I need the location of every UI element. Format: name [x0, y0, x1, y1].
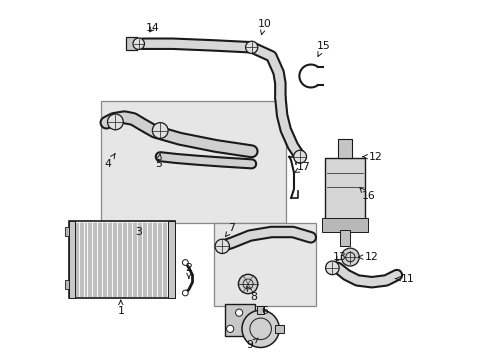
Bar [321, 218, 367, 232]
Circle shape [226, 325, 233, 332]
Circle shape [182, 290, 188, 296]
Bar [214, 223, 316, 306]
Text: 11: 11 [394, 274, 414, 284]
Bar [69, 221, 174, 298]
Text: 2: 2 [185, 263, 192, 278]
Text: 12: 12 [362, 152, 382, 162]
Circle shape [182, 260, 188, 265]
Bar [168, 221, 174, 298]
Bar [337, 139, 351, 158]
Bar [325, 158, 364, 220]
Circle shape [341, 248, 359, 266]
Circle shape [133, 38, 144, 49]
Text: 12: 12 [358, 252, 378, 262]
Circle shape [152, 123, 168, 138]
Text: 10: 10 [257, 19, 271, 35]
Circle shape [245, 41, 257, 53]
Text: 6: 6 [260, 306, 267, 316]
Text: 1: 1 [117, 300, 124, 316]
Circle shape [235, 309, 242, 316]
Circle shape [325, 261, 339, 275]
Text: 16: 16 [359, 188, 374, 201]
Circle shape [242, 310, 279, 347]
Bar [339, 230, 349, 246]
Text: 3: 3 [135, 227, 142, 237]
Text: 13: 13 [332, 252, 346, 262]
Text: 9: 9 [246, 338, 258, 350]
Bar [224, 304, 255, 336]
Circle shape [238, 274, 257, 294]
Circle shape [293, 150, 306, 163]
Bar [257, 306, 264, 315]
Text: 17: 17 [293, 162, 310, 173]
Circle shape [107, 114, 123, 130]
Text: 15: 15 [316, 41, 329, 57]
Text: 8: 8 [246, 286, 256, 302]
Circle shape [215, 239, 229, 253]
Text: 7: 7 [225, 224, 235, 237]
Text: 4: 4 [104, 154, 115, 169]
Circle shape [244, 325, 251, 332]
Text: 5: 5 [155, 153, 162, 169]
Bar [65, 280, 69, 289]
Text: 14: 14 [146, 23, 160, 33]
Circle shape [343, 250, 357, 264]
Bar [65, 226, 69, 235]
Bar [274, 324, 284, 333]
Bar [126, 37, 137, 50]
Bar [101, 101, 285, 223]
Bar [69, 221, 75, 298]
